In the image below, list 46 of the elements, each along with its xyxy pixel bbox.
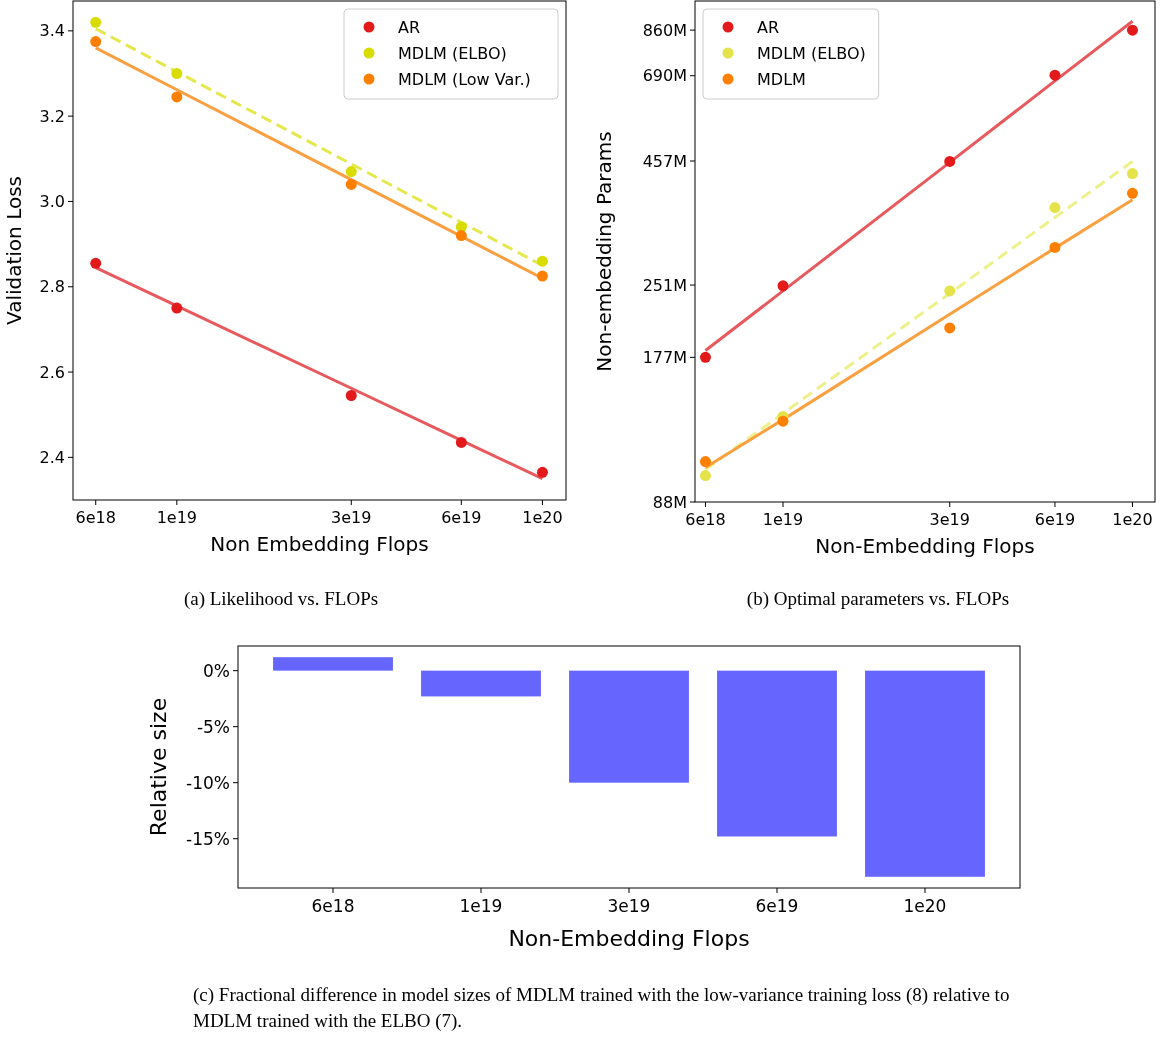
- legend-label: MDLM: [757, 69, 806, 89]
- x-axis-title: Non-Embedding Flops: [815, 534, 1035, 558]
- x-tick-label: 6e18: [75, 508, 116, 527]
- y-tick-label: -10%: [186, 772, 230, 793]
- x-tick-label: 1e19: [762, 510, 804, 529]
- x-tick-label: 6e19: [441, 508, 482, 527]
- x-tick-label: 3e19: [929, 510, 970, 529]
- y-tick-label: 690M: [642, 66, 687, 86]
- y-tick-label: 2.6: [39, 362, 65, 382]
- x-tick-label: 1e20: [1112, 510, 1153, 529]
- x-tick-label: 1e20: [903, 896, 947, 916]
- x-tick-label: 6e18: [685, 510, 726, 529]
- legend-label: AR: [757, 17, 780, 37]
- y-tick-label: 457M: [642, 151, 687, 171]
- x-tick-label: 6e19: [1034, 510, 1076, 529]
- y-tick-label: 860M: [642, 20, 687, 40]
- text: (a) Likelihood vs. FLOPs: [183, 588, 379, 610]
- y-tick-label: 177M: [642, 347, 687, 367]
- y-tick-label: 3.0: [39, 192, 65, 212]
- x-tick-label: 1e19: [156, 508, 198, 527]
- y-tick-label: -5%: [196, 716, 230, 737]
- y-tick-label: 88M: [652, 492, 687, 512]
- x-tick-label: 6e18: [311, 896, 355, 916]
- y-axis-title: Non-embedding Params: [592, 131, 616, 372]
- x-tick-label: 6e19: [755, 896, 799, 916]
- y-axis-title: Relative size: [146, 697, 171, 837]
- x-axis-title: Non Embedding Flops: [210, 532, 429, 556]
- legend-label: MDLM (ELBO): [757, 43, 866, 63]
- text: (b) Optimal parameters vs. FLOPs: [746, 588, 1010, 610]
- y-tick-label: 3.4: [39, 21, 65, 41]
- y-axis-title: Validation Loss: [2, 176, 26, 325]
- y-tick-label: 2.4: [39, 447, 65, 467]
- y-tick-label: 251M: [642, 275, 687, 295]
- x-axis-title: Non-Embedding Flops: [508, 926, 750, 951]
- y-tick-label: 0%: [203, 660, 230, 681]
- legend-label: MDLM (Low Var.): [398, 69, 531, 89]
- y-tick-label: 3.2: [39, 106, 65, 126]
- y-tick-label: 2.8: [39, 277, 65, 297]
- text: (c) Fractional difference in model sizes of MDLM trained with the low-variance training loss (8) relative to MDLM trained with the ELBO (7).: [193, 983, 1011, 1033]
- legend-label: MDLM (ELBO): [398, 43, 507, 63]
- y-tick-label: -15%: [186, 828, 230, 849]
- x-tick-label: 3e19: [607, 896, 651, 916]
- x-tick-label: 1e20: [522, 508, 563, 527]
- legend-label: AR: [398, 17, 421, 37]
- x-tick-label: 1e19: [459, 896, 503, 916]
- x-tick-label: 3e19: [331, 508, 372, 527]
